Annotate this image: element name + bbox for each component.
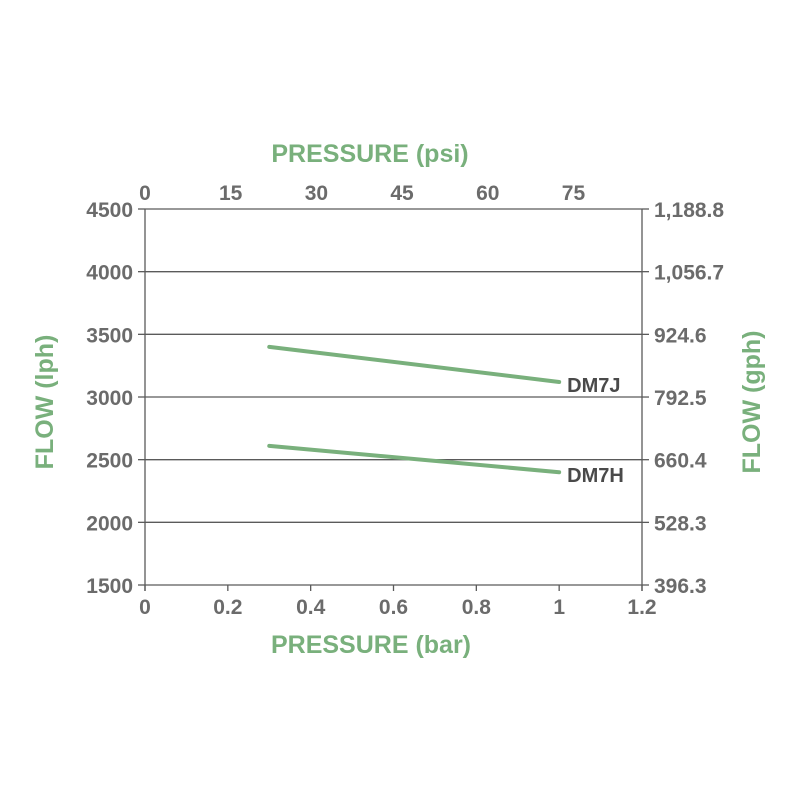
series-label-dm7j: DM7J xyxy=(567,375,620,397)
y-tick-label: 4500 xyxy=(86,199,133,222)
x-tick-label: 0.4 xyxy=(296,596,326,619)
top-x-tick-label: 15 xyxy=(219,182,243,205)
top-x-axis-title: PRESSURE (psi) xyxy=(271,140,468,168)
y-tick-label: 3000 xyxy=(86,387,133,410)
x-tick-label: 0.8 xyxy=(462,596,492,619)
right-y-tick-label: 792.5 xyxy=(654,387,707,410)
x-tick-label: 0.2 xyxy=(213,596,242,619)
right-y-tick-label: 396.3 xyxy=(654,575,707,598)
x-tick-label: 0 xyxy=(139,596,151,619)
top-x-tick-label: 45 xyxy=(390,182,414,205)
right-y-axis-title: FLOW (gph) xyxy=(738,331,766,474)
series-layer xyxy=(267,344,562,475)
x-axis-title: PRESSURE (bar) xyxy=(271,631,471,659)
right-y-tick-label: 1,188.8 xyxy=(654,199,724,222)
top-x-tick-label: 0 xyxy=(139,182,151,205)
y-axis-title: FLOW (lph) xyxy=(31,335,59,470)
x-tick-label: 1.2 xyxy=(627,596,656,619)
top-x-tick-label: 75 xyxy=(562,182,586,205)
series-line-dm7j xyxy=(267,344,562,384)
y-tick-label: 1500 xyxy=(86,575,133,598)
y-tick-label: 4000 xyxy=(86,262,133,285)
right-y-tick-label: 660.4 xyxy=(654,450,707,473)
y-tick-label: 3500 xyxy=(86,324,133,347)
y-tick-label: 2000 xyxy=(86,512,133,535)
right-y-tick-label: 1,056.7 xyxy=(654,262,724,285)
top-x-tick-label: 60 xyxy=(476,182,499,205)
right-y-tick-label: 924.6 xyxy=(654,324,707,347)
series-line-dm7h xyxy=(267,443,562,475)
ticks-layer: 1500200025003000350040004500396.3528.366… xyxy=(86,182,724,619)
y-tick-label: 2500 xyxy=(86,450,133,473)
x-tick-label: 1 xyxy=(553,596,565,619)
right-y-tick-label: 528.3 xyxy=(654,512,707,535)
series-label-dm7h: DM7H xyxy=(567,465,624,487)
grid-layer xyxy=(145,208,642,586)
axes-layer xyxy=(138,208,649,591)
x-tick-label: 0.6 xyxy=(379,596,408,619)
top-x-tick-label: 30 xyxy=(305,182,328,205)
